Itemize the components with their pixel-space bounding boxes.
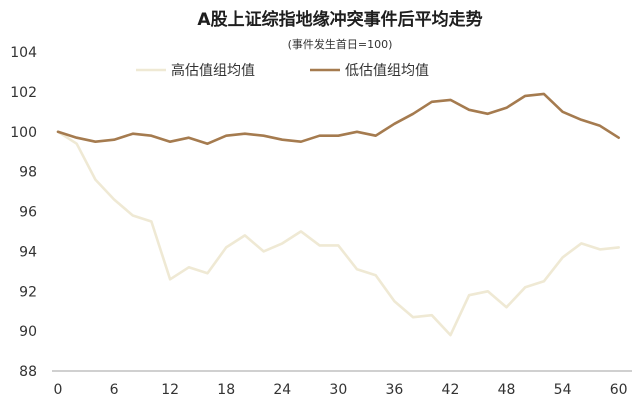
x-tick-label: 54: [554, 382, 572, 398]
y-tick-label: 102: [10, 85, 37, 101]
chart-title: A股上证综指地缘冲突事件后平均走势: [197, 9, 482, 30]
y-tick-label: 100: [10, 125, 37, 141]
y-tick-label: 88: [19, 364, 37, 380]
x-tick-label: 6: [110, 382, 119, 398]
chart-subtitle: (事件发生首日=100): [288, 37, 393, 51]
x-tick-label: 42: [442, 382, 460, 398]
y-tick-label: 94: [19, 244, 37, 260]
series-line-low-valuation: [56, 92, 621, 145]
legend: 高估值组均值 低估值组均值: [136, 62, 429, 79]
series-layer: [56, 92, 621, 337]
x-tick-label: 24: [273, 382, 291, 398]
x-tick-label: 60: [610, 382, 628, 398]
y-tick-label: 90: [19, 324, 37, 340]
y-axis: 88 90 92 94 96 98 100 102 104: [10, 45, 37, 380]
y-tick-label: 96: [19, 205, 37, 221]
x-tick-label: 36: [385, 382, 403, 398]
x-tick-label: 48: [498, 382, 516, 398]
y-tick-label: 98: [19, 165, 37, 181]
y-tick-label: 92: [19, 284, 37, 300]
x-tick-label: 12: [161, 382, 179, 398]
x-tick-label: 0: [54, 382, 63, 398]
y-tick-label: 104: [10, 45, 37, 61]
series-line-high-valuation: [56, 130, 621, 337]
x-tick-label: 30: [329, 382, 347, 398]
x-axis: 0 6 12 18 24 30 36 42 48 54 60: [54, 382, 628, 398]
x-tick-label: 18: [217, 382, 235, 398]
legend-label-low-valuation: 低估值组均值: [345, 63, 429, 79]
legend-label-high-valuation: 高估值组均值: [171, 62, 255, 79]
